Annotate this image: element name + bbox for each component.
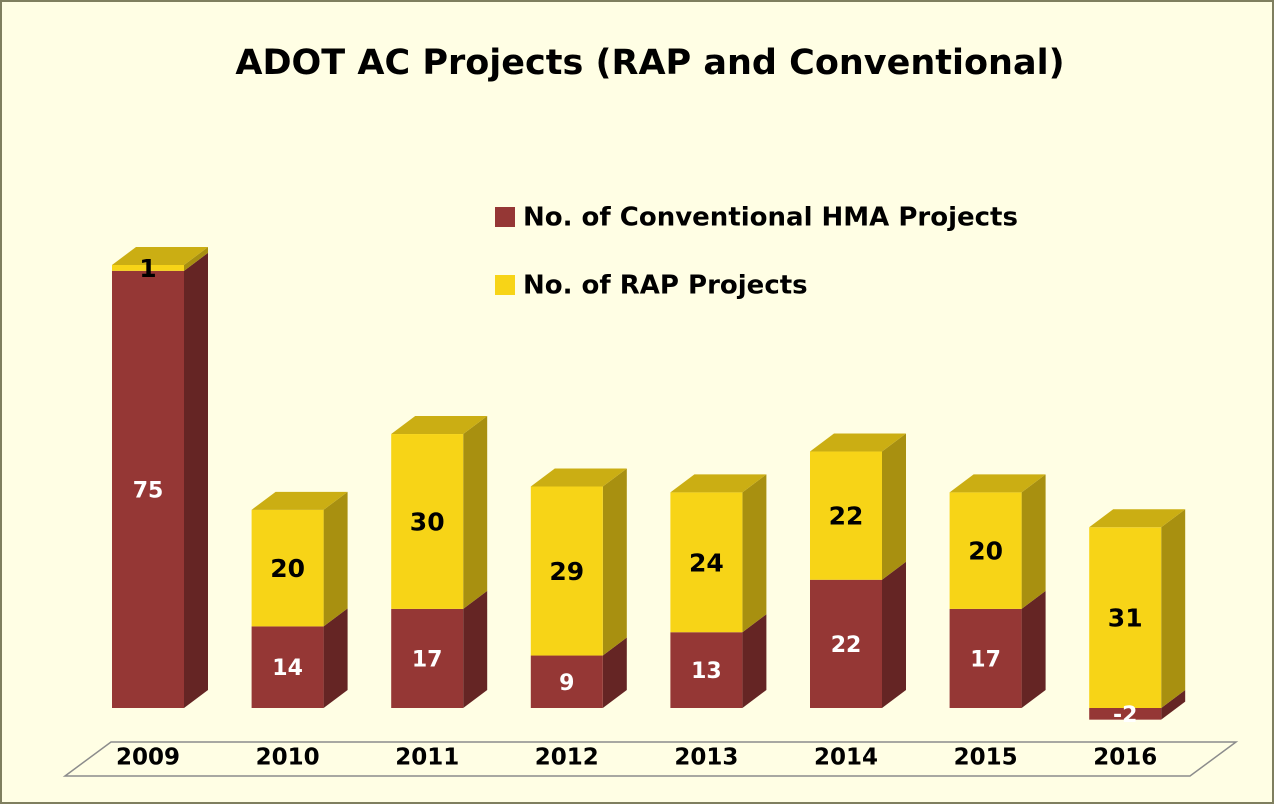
- bar-top: [112, 247, 208, 265]
- bar-side: [1021, 474, 1046, 609]
- bar: [949, 608, 1022, 708]
- data-label: 17: [412, 647, 443, 672]
- bar-side: [463, 416, 488, 609]
- legend-label: No. of RAP Projects: [523, 271, 808, 301]
- data-label: 20: [270, 554, 305, 583]
- bar-side: [1161, 690, 1186, 720]
- bar-side: [463, 590, 488, 708]
- bar: [949, 492, 1022, 609]
- x-tick-label: 2009: [116, 745, 180, 771]
- data-label: 22: [829, 502, 864, 531]
- data-label: 24: [689, 548, 724, 577]
- data-label: 31: [1108, 604, 1143, 633]
- bar-top: [670, 474, 767, 493]
- bar: [810, 579, 882, 708]
- bar-side: [882, 433, 906, 580]
- bar-top: [530, 468, 627, 487]
- bar-side: [323, 491, 348, 627]
- bar: [670, 632, 743, 708]
- x-tick-label: 2013: [674, 745, 738, 771]
- data-label: 14: [272, 656, 303, 681]
- data-label: 22: [831, 633, 862, 658]
- legend-swatch: [495, 275, 515, 295]
- bar: [112, 270, 184, 708]
- data-label: 17: [970, 647, 1001, 672]
- bar-side: [602, 637, 627, 708]
- bar: [810, 451, 882, 580]
- chart-title: ADOT AC Projects (RAP and Conventional): [235, 43, 1064, 83]
- bar-side: [882, 561, 906, 708]
- bar-top: [251, 491, 348, 510]
- bar-side: [742, 474, 767, 633]
- bar-side: [742, 614, 767, 708]
- bar: [1089, 527, 1162, 708]
- bar: [391, 608, 464, 708]
- x-tick-label: 2012: [535, 745, 599, 771]
- bar-side: [323, 608, 348, 708]
- bar-top: [810, 433, 906, 452]
- bar: [530, 655, 603, 708]
- bar: [670, 492, 743, 633]
- bar: [530, 486, 603, 656]
- bar: [1089, 708, 1162, 720]
- bar-side: [1021, 590, 1046, 708]
- data-label: -2: [1113, 703, 1137, 728]
- floor: [62, 741, 1239, 777]
- data-label: 20: [968, 537, 1003, 566]
- bar-top: [949, 474, 1046, 493]
- bar-side: [1161, 509, 1186, 708]
- bar: [251, 626, 324, 708]
- data-label: 9: [559, 671, 574, 696]
- legend-label: No. of Conventional HMA Projects: [523, 203, 1018, 233]
- data-label: 13: [691, 659, 722, 684]
- x-tick-label: 2010: [256, 745, 320, 771]
- bar-side: [184, 252, 208, 708]
- legend-swatch: [495, 207, 515, 227]
- bar-side: [184, 247, 208, 271]
- x-tick-label: 2014: [814, 745, 878, 771]
- x-tick-label: 2015: [954, 745, 1018, 771]
- bar: [112, 265, 184, 271]
- bar-top: [391, 416, 488, 435]
- data-label: 29: [549, 557, 584, 586]
- bar: [251, 509, 324, 627]
- data-label: 1: [139, 254, 156, 283]
- data-label: 75: [133, 478, 164, 503]
- data-label: 30: [410, 507, 445, 536]
- x-tick-label: 2011: [395, 745, 459, 771]
- bar-top: [1089, 509, 1186, 528]
- bar: [391, 434, 464, 609]
- bar-side: [602, 468, 627, 656]
- x-tick-label: 2016: [1093, 745, 1157, 771]
